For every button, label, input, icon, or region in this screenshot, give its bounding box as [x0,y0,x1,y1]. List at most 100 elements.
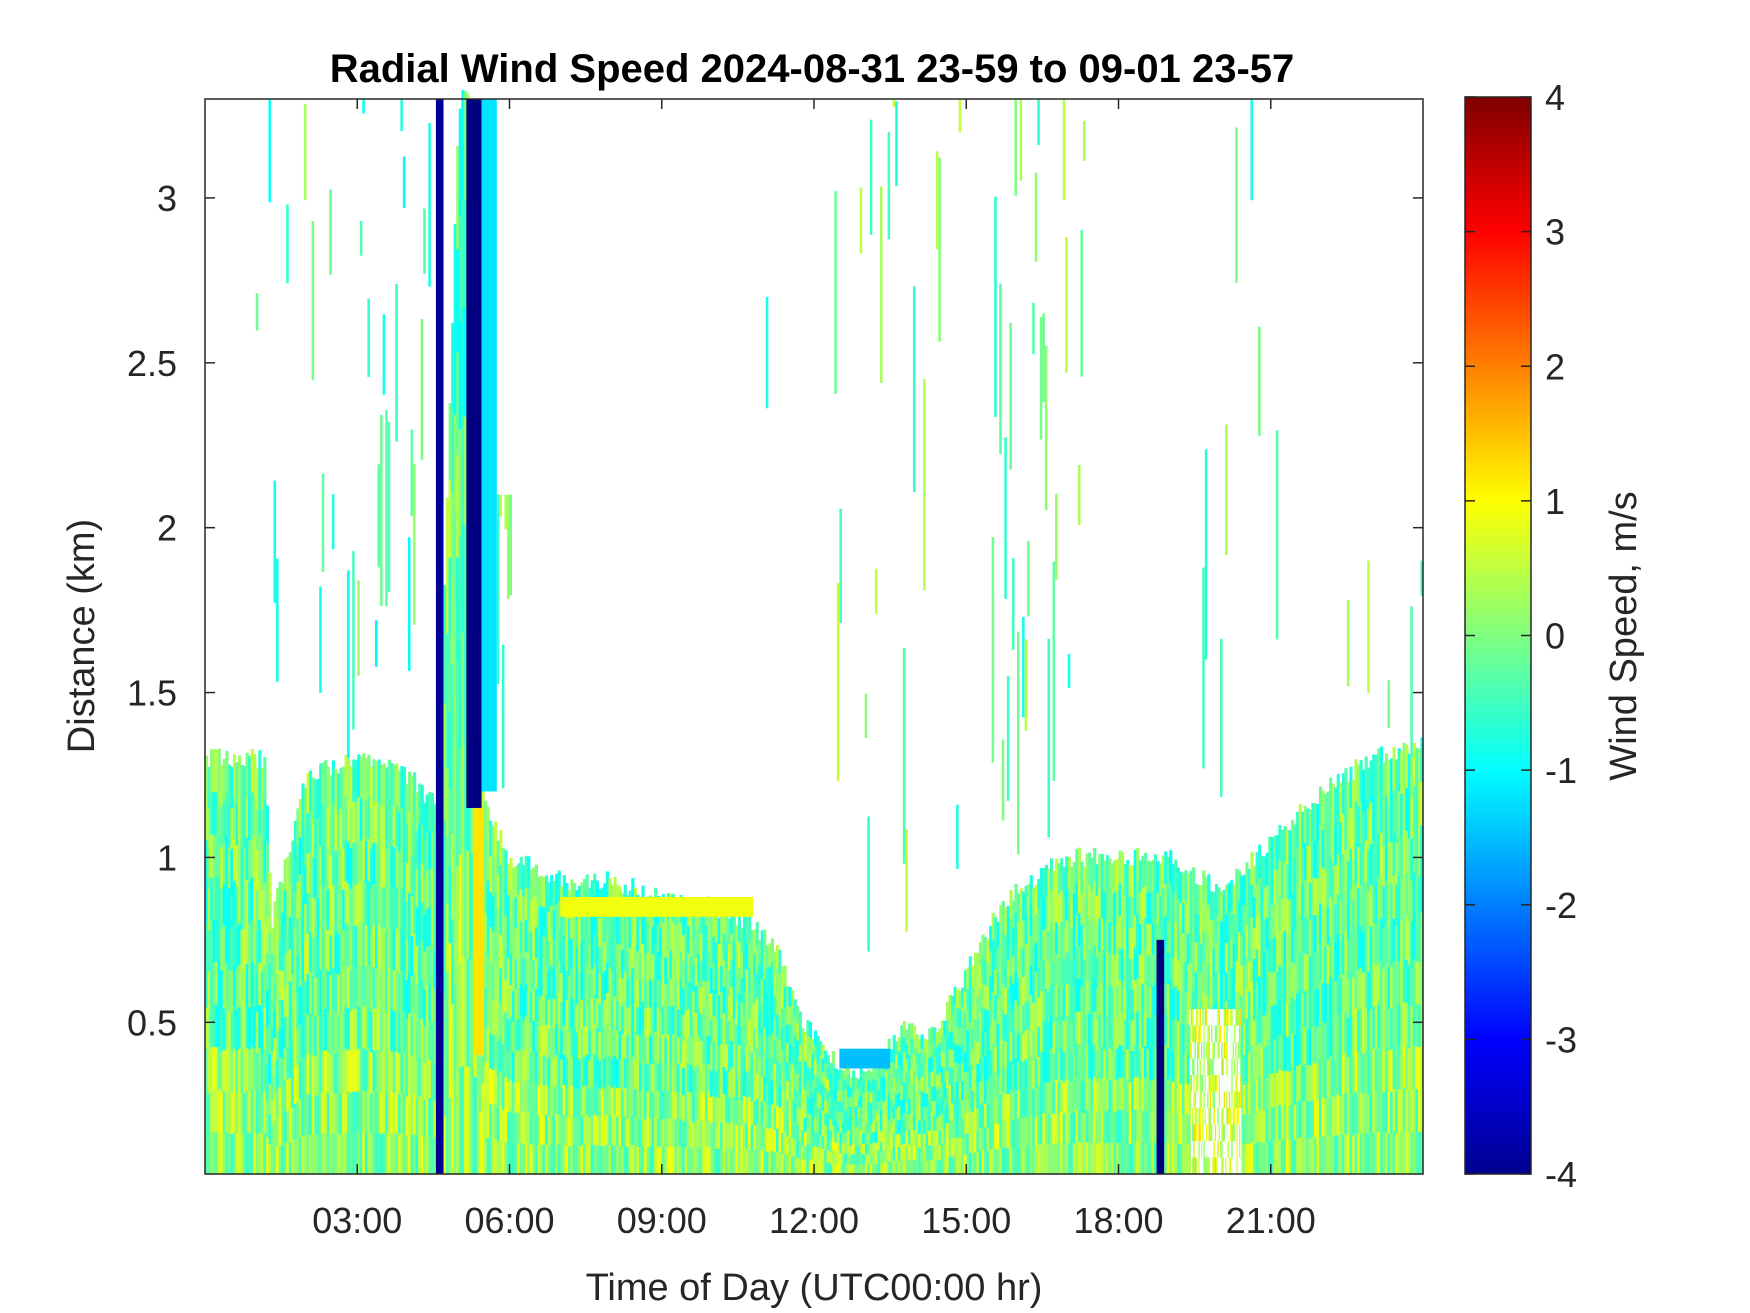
heatmap-cell [669,1005,673,1035]
heatmap-cell [783,1111,787,1133]
heatmap-cell [605,1083,610,1115]
heatmap-cell [395,886,399,929]
heatmap-cell [1369,967,1373,1010]
heatmap-cell [902,1143,906,1160]
heatmap-cell [1067,1015,1071,1048]
heatmap-cell [920,1160,924,1175]
heatmap-cell [651,1063,655,1093]
heatmap-cell [933,1085,937,1102]
heatmap-cell [740,952,744,978]
heatmap-cell [415,944,419,984]
heatmap-cell [273,1119,277,1148]
heatmap-cell [682,1040,686,1069]
heatmap-cell [692,1043,696,1070]
heatmap-cell [1075,979,1079,1013]
heatmap-cell [661,1033,665,1063]
heatmap-cell [283,985,287,1018]
heatmap-cell [1075,849,1079,883]
heatmap-cell [768,1035,772,1060]
heatmap-cell [1187,963,1191,995]
heatmap-cell [704,1091,709,1120]
heatmap-cell [1001,982,1005,1011]
heatmap-cell [953,986,957,1006]
heatmap-cell [1344,808,1348,850]
heatmap-cell [758,1150,762,1175]
heatmap-cell [1184,1113,1188,1145]
heatmap-cell [456,146,460,250]
heatmap-cell [1070,866,1074,898]
heatmap-cell [387,801,391,844]
heatmap-cell [430,1059,434,1099]
heatmap-gap [1190,1108,1193,1125]
heatmap-cell [1397,918,1401,962]
heatmap-cell [1126,1079,1130,1112]
heatmap-cell [519,1015,523,1048]
heatmap-cell [1369,760,1373,803]
heatmap-cell [367,1006,371,1049]
heatmap-cell [1230,968,1234,999]
heatmap-cell [1194,1124,1196,1142]
heatmap-cell [562,1144,566,1175]
heatmap-cell [248,839,252,883]
heatmap-cell [976,974,980,998]
heatmap-cell [1080,861,1084,894]
heatmap-cell [205,1132,209,1175]
heatmap-cell [1280,933,1285,969]
heatmap-cell [397,810,401,852]
heatmap-cell [349,847,353,889]
heatmap-cell [496,1107,500,1142]
heatmap-cell [1037,1085,1041,1116]
heatmap-cell [910,1023,914,1039]
heatmap-cell [846,1095,851,1108]
heatmap-cell [786,1080,790,1100]
heatmap-cell [489,961,493,998]
heatmap-cell [499,1036,503,1072]
heatmap-cell [1341,1133,1345,1175]
heatmap-cell [484,1062,488,1100]
heatmap-cell [803,1117,807,1133]
heatmap-cell [387,759,391,802]
heatmap-cell [1349,1092,1353,1134]
heatmap-cell [1161,887,1165,920]
heatmap-cell [1103,985,1107,1018]
heatmap-cell [205,1048,209,1091]
heatmap-cell [494,856,498,893]
heatmap-cell [342,1092,346,1134]
heatmap-cell [567,1117,571,1147]
heatmap-cell [580,911,584,942]
heatmap-cell [1189,1108,1191,1125]
heatmap-cell [824,1100,828,1113]
heatmap-cell [867,1069,871,1081]
heatmap-cell [534,1112,539,1144]
heatmap-cell [796,1123,800,1142]
heatmap-cell [1047,929,1051,962]
heatmap-cell [230,848,234,890]
heatmap-cell [1001,1010,1005,1039]
heatmap-cell [339,930,343,972]
heatmap-cell [671,1117,676,1147]
heatmap-cell [961,1025,965,1045]
heatmap-cell [494,821,498,858]
heatmap-cell [1227,970,1231,1000]
heatmap-cell [727,918,731,945]
heatmap-cell [1407,1047,1411,1091]
heatmap-cell [1288,1070,1292,1106]
heatmap-cell [1131,988,1135,1021]
heatmap-cell [895,1094,899,1109]
heatmap-cell [864,1153,868,1165]
heatmap-cell [1247,990,1252,1022]
heatmap-cell [245,963,249,1007]
heatmap-cell [984,1008,988,1033]
heatmap-cell [443,820,447,881]
heatmap-cell [428,1021,432,1061]
heatmap-cell [405,1018,409,1058]
heatmap-cell [1326,791,1330,831]
heatmap-cell [877,1065,881,1078]
heatmap-cell [1187,1053,1191,1085]
heatmap-cell [1369,884,1373,927]
heatmap-cell [377,759,381,802]
heatmap-cell [824,1137,828,1150]
heatmap-cell [1344,930,1348,972]
heatmap-cell [1088,884,1092,918]
heatmap-cell [504,979,508,1013]
